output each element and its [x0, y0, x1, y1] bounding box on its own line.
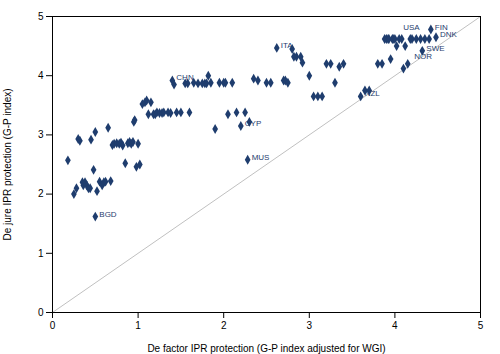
svg-text:ITA: ITA	[281, 41, 294, 50]
svg-text:USA: USA	[403, 23, 420, 32]
svg-text:CHN: CHN	[176, 73, 194, 82]
svg-text:2: 2	[38, 188, 44, 199]
svg-text:4: 4	[38, 70, 44, 81]
svg-text:0: 0	[38, 307, 44, 318]
svg-text:0: 0	[50, 320, 56, 331]
svg-text:MUS: MUS	[252, 153, 270, 162]
svg-text:3: 3	[38, 129, 44, 140]
svg-text:3: 3	[307, 320, 313, 331]
svg-text:5: 5	[38, 11, 44, 22]
svg-text:BGD: BGD	[99, 210, 117, 219]
svg-text:1: 1	[38, 248, 44, 259]
svg-text:NZL: NZL	[365, 89, 381, 98]
svg-text:CYP: CYP	[245, 119, 261, 128]
svg-text:2: 2	[221, 320, 227, 331]
svg-text:DNK: DNK	[440, 30, 458, 39]
svg-text:FIN: FIN	[434, 22, 448, 32]
svg-text:SWE: SWE	[426, 43, 445, 53]
svg-text:De jure IPR protection (G-P in: De jure IPR protection (G-P index)	[2, 88, 13, 240]
svg-text:1: 1	[135, 320, 141, 331]
svg-text:NOR: NOR	[414, 52, 432, 61]
svg-text:De factor IPR protection (G-P: De factor IPR protection (G-P index adju…	[147, 343, 385, 354]
svg-text:5: 5	[478, 320, 484, 331]
svg-text:4: 4	[392, 320, 398, 331]
